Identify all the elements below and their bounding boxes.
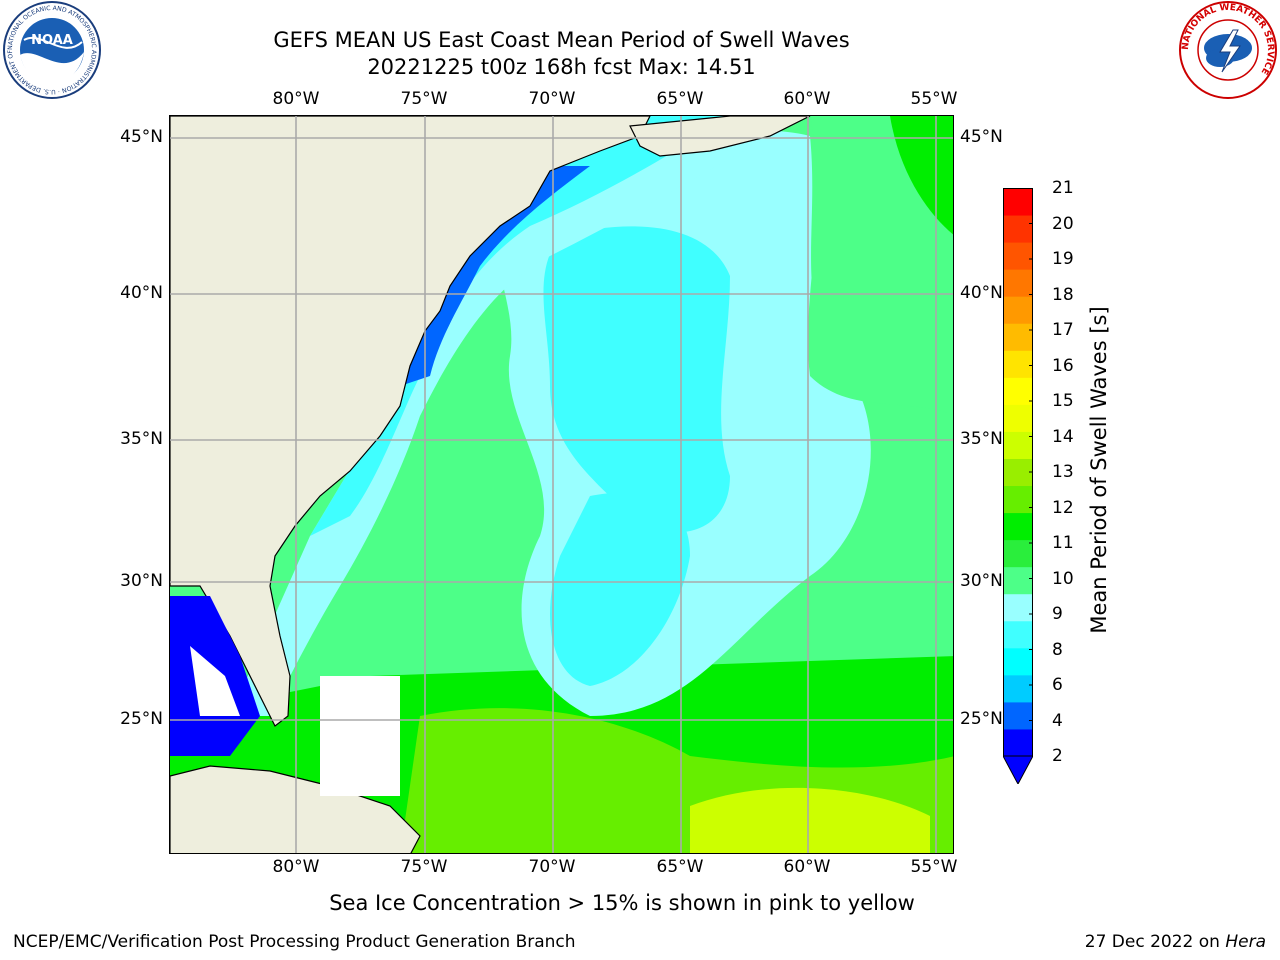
colorbar-segment xyxy=(1003,188,1033,216)
colorbar xyxy=(1003,188,1033,784)
colorbar-tick-label: 2 xyxy=(1052,746,1063,766)
colorbar-tick-label: 9 xyxy=(1052,604,1063,624)
lon-label-bottom-80w: 80°W xyxy=(272,857,320,877)
lon-label-top-80w: 80°W xyxy=(272,89,320,109)
colorbar-tick-label: 8 xyxy=(1052,639,1063,660)
lat-label-left-35n: 35°N xyxy=(120,429,163,449)
colorbar-title: Mean Period of Swell Waves [s] xyxy=(1087,306,1111,634)
coastal-band-8-9 xyxy=(230,116,810,716)
lat-label-left-30n: 30°N xyxy=(120,571,163,591)
colorbar-tick-label: 15 xyxy=(1052,391,1074,411)
colorbar-tick-label: 10 xyxy=(1052,568,1074,589)
colorbar-tick-label: 18 xyxy=(1052,284,1074,305)
map-panel xyxy=(169,115,954,854)
lat-label-right-25n: 25°N xyxy=(960,709,1003,729)
noaa-logo-text: NOAA xyxy=(31,33,73,48)
colorbar-tick-label: 14 xyxy=(1052,426,1074,447)
land-nova-scotia xyxy=(629,116,811,157)
lat-label-right-30n: 30°N xyxy=(960,571,1003,591)
swell-zone-9-10-ne xyxy=(807,116,953,416)
nws-logo: NATIONAL WEATHER SERVICE xyxy=(1179,1,1277,99)
lat-label-right-35n: 35°N xyxy=(960,429,1003,449)
colorbar-segment xyxy=(1003,323,1033,351)
sea-ice-footnote-text: Sea Ice Concentration > 15% is shown in … xyxy=(329,891,915,915)
lon-label-top-60w: 60°W xyxy=(783,89,831,109)
colorbar-tick-label: 20 xyxy=(1052,213,1074,234)
bahamas-no-data xyxy=(320,676,400,796)
swell-zone-12-13 xyxy=(690,787,930,853)
sea-ice-footnote: Sea Ice Concentration > 15% is shown in … xyxy=(0,890,1280,916)
lon-label-bottom-60w: 60°W xyxy=(783,857,831,877)
lon-label-top-65w: 65°W xyxy=(656,89,704,109)
colorbar-segment xyxy=(1003,242,1033,270)
footer-credit: NCEP/EMC/Verification Post Processing Pr… xyxy=(13,932,576,952)
colorbar-segment xyxy=(1003,404,1033,432)
swell-zone-10-11-ne xyxy=(890,116,953,235)
lat-label-left-45n: 45°N xyxy=(120,127,163,147)
land-cuba xyxy=(170,765,421,853)
colorbar-tick-label: 4 xyxy=(1052,710,1063,731)
lon-label-bottom-55w: 55°W xyxy=(910,857,958,877)
gulf-no-data xyxy=(190,646,240,716)
colorbar-segment xyxy=(1003,431,1033,459)
colorbar-segment xyxy=(1003,215,1033,243)
land-us-east-coast xyxy=(170,116,651,727)
colorbar-tick-label: 12 xyxy=(1052,497,1074,518)
colorbar-tick-label: 19 xyxy=(1052,249,1074,269)
colorbar-segment xyxy=(1003,485,1033,514)
colorbar-segment xyxy=(1003,647,1033,676)
colorbar-tick-label: 6 xyxy=(1052,675,1063,695)
colorbar-tick-label: 13 xyxy=(1052,462,1074,482)
lat-label-right-45n: 45°N xyxy=(960,127,1003,147)
colorbar-segment xyxy=(1003,539,1033,568)
colorbar-segment xyxy=(1003,620,1033,649)
colorbar-tick-label: 21 xyxy=(1052,178,1074,198)
map-gridlines xyxy=(170,116,953,853)
colorbar-segment xyxy=(1003,593,1033,622)
colorbar-segment xyxy=(1003,512,1033,541)
lon-label-top-55w: 55°W xyxy=(910,89,958,109)
swell-zone-6-8 xyxy=(543,226,730,533)
colorbar-segment xyxy=(1003,458,1033,487)
footer-date: 27 Dec 2022 on Hera xyxy=(1085,932,1266,952)
colorbar-extend-arrow xyxy=(1003,755,1033,784)
colorbar-segment xyxy=(1003,296,1033,324)
footer-date-text: 27 Dec 2022 on xyxy=(1084,932,1226,952)
swell-zone-6-8-south xyxy=(550,492,690,686)
lat-label-left-40n: 40°N xyxy=(120,283,163,303)
colorbar-segment xyxy=(1003,674,1033,703)
lon-label-top-75w: 75°W xyxy=(400,89,448,109)
colorbar-segment xyxy=(1003,728,1033,757)
colorbar-tick-label: 11 xyxy=(1052,533,1074,553)
noaa-logo: NATIONAL OCEANIC AND ATMOSPHERIC ADMINIS… xyxy=(2,0,101,99)
chart-title: GEFS MEAN US East Coast Mean Period of S… xyxy=(273,28,850,52)
colorbar-segment xyxy=(1003,350,1033,378)
lat-label-left-25n: 25°N xyxy=(120,709,163,729)
colorbar-tick-label: 17 xyxy=(1052,320,1074,340)
lat-label-right-40n: 40°N xyxy=(960,283,1003,303)
lon-label-bottom-70w: 70°W xyxy=(528,857,576,877)
colorbar-segment xyxy=(1003,701,1033,730)
footer-host: Hera xyxy=(1225,932,1266,952)
lon-label-bottom-65w: 65°W xyxy=(656,857,704,877)
lon-label-bottom-75w: 75°W xyxy=(400,857,448,877)
lon-label-top-70w: 70°W xyxy=(528,89,576,109)
colorbar-segment xyxy=(1003,269,1033,297)
colorbar-segment xyxy=(1003,566,1033,595)
colorbar-segment xyxy=(1003,377,1033,405)
chart-subtitle: 20221225 t00z 168h fcst Max: 14.51 xyxy=(367,55,756,79)
colorbar-tick-label: 16 xyxy=(1052,355,1074,376)
